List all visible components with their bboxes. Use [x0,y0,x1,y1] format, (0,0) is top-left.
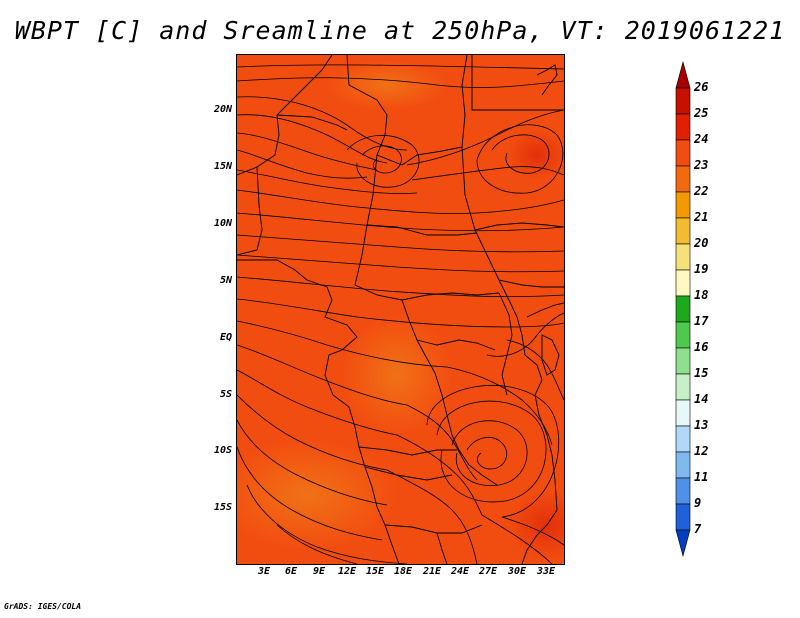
colorbar-swatch [675,321,691,349]
lon-label: 27E [479,566,498,577]
colorbar-swatch [675,139,691,167]
lon-label: 21E [423,566,442,577]
colorbar-label: 15 [694,366,709,380]
colorbar-label: 17 [694,314,709,328]
colorbar-swatch [675,87,691,115]
colorbar-swatch [675,529,691,558]
colorbar-label: 16 [694,340,709,354]
lon-label: 18E [394,566,413,577]
lon-label: 3E [258,566,271,577]
lon-label: 6E [285,566,298,577]
colorbar-swatch [675,399,691,427]
streamlines [237,64,564,564]
lat-label: 15S [213,502,232,513]
colorbar-label: 9 [694,496,702,510]
lon-label: 15E [366,566,385,577]
colorbar-label: 23 [694,158,709,172]
map-panel [236,54,565,565]
colorbar-label: 11 [694,470,709,484]
chart-title: WBPT [C] and Sreamline at 250hPa, VT: 20… [14,16,786,45]
lon-label: 9E [313,566,326,577]
map-svg [237,55,564,564]
colorbar-label: 18 [694,288,709,302]
lat-label: EQ [219,332,232,343]
colorbar-label: 26 [694,80,709,94]
colorbar-label: 20 [694,236,709,250]
colorbar-label: 13 [694,418,709,432]
lon-label: 33E [537,566,556,577]
lat-label: 10S [213,445,232,456]
warm-region [237,440,397,550]
colorbar-swatch [675,243,691,271]
colorbar-swatch [675,191,691,219]
colorbar-swatch [675,477,691,505]
hot-region [507,130,564,180]
colorbar-swatch [675,295,691,323]
country-borders [237,55,564,564]
colorbar-swatch [675,347,691,375]
colorbar [675,60,691,558]
lat-label: 15N [213,161,232,172]
lon-label: 12E [338,566,357,577]
footer-credit: GrADS: IGES/COLA [4,602,82,611]
lat-label: 5N [219,275,232,286]
colorbar-label: 14 [694,392,709,406]
colorbar-swatch [675,425,691,453]
colorbar-swatch [675,451,691,479]
lat-label: 5S [219,389,232,400]
colorbar-swatch [675,373,691,401]
colorbar-swatch [675,165,691,193]
colorbar-swatch [675,503,691,531]
lat-label: 10N [213,218,232,229]
lon-label: 24E [451,566,470,577]
colorbar-label: 12 [694,444,709,458]
colorbar-swatch [675,217,691,245]
colorbar-swatch [675,269,691,297]
colorbar-label: 7 [694,522,702,536]
lat-label: 20N [213,104,232,115]
colorbar-swatch [675,113,691,141]
warm-region [327,60,447,110]
lon-label: 30E [508,566,527,577]
hot-region [507,490,564,560]
colorbar-label: 22 [694,184,709,198]
colorbar-label: 21 [694,210,709,224]
colorbar-label: 19 [694,262,709,276]
colorbar-swatch [675,60,691,89]
warm-region [342,315,452,435]
colorbar-label: 24 [694,132,709,146]
colorbar-label: 25 [694,106,709,120]
